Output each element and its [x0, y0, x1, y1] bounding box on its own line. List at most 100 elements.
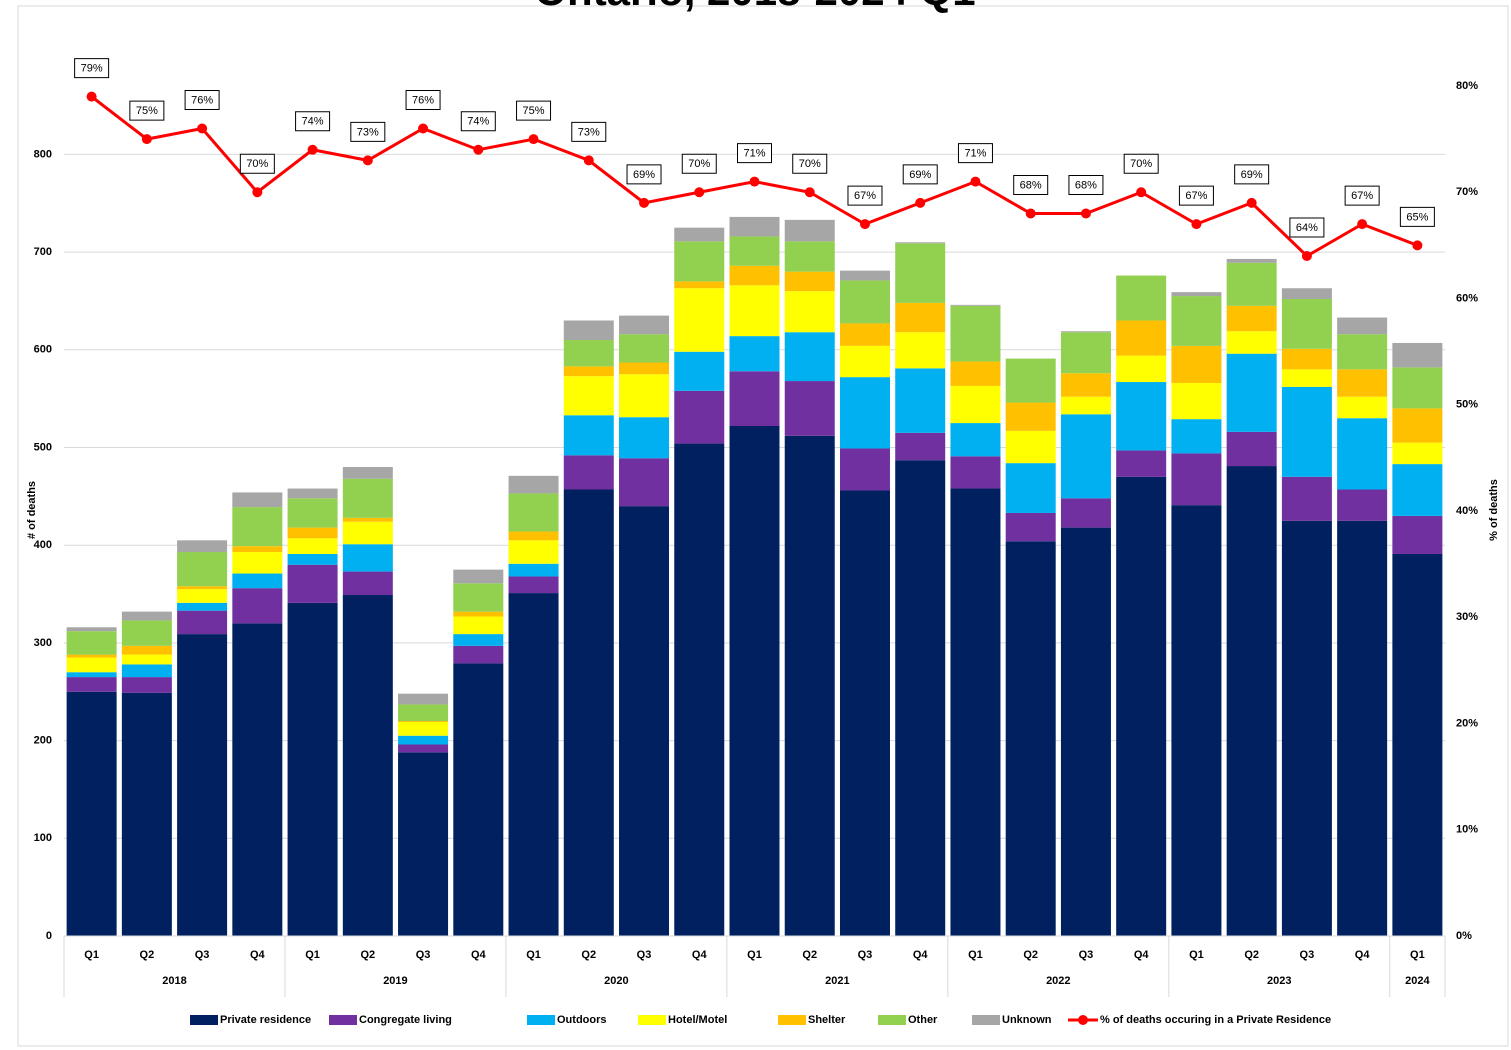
bar-segment [839, 377, 890, 449]
bar-segment [1171, 345, 1222, 384]
bar-segment [1226, 258, 1277, 263]
bar-segment [784, 271, 835, 292]
y-axis-label: # of deaths [26, 481, 38, 539]
x-tick-label: Q4 [692, 949, 708, 961]
point-label-box [1178, 185, 1214, 206]
y2-tick-label: 20% [1456, 717, 1478, 729]
bar-segment [839, 270, 890, 281]
bar-segment [1337, 369, 1388, 397]
legend-swatch [190, 1015, 218, 1025]
bar-segment [1171, 296, 1222, 346]
bar-segment [66, 631, 117, 655]
bar-segment [563, 455, 614, 490]
line-marker [1301, 251, 1312, 261]
legend-swatch [972, 1015, 1000, 1025]
bar-segment [508, 475, 559, 494]
point-label-box [184, 90, 220, 110]
bar-segment [1060, 332, 1111, 374]
bar-segment [563, 366, 614, 377]
bar-segment [232, 546, 283, 553]
bar-segment [1281, 520, 1332, 936]
point-label-box [681, 153, 717, 174]
point-label: 68% [1020, 179, 1042, 191]
bar-segment [342, 467, 393, 479]
bar-segment [1392, 408, 1443, 443]
y-tick-label: 600 [34, 344, 52, 356]
line-marker [1191, 219, 1202, 230]
y-tick-label: 700 [34, 246, 52, 258]
y2-tick-label: 40% [1456, 505, 1478, 517]
bar-segment [729, 371, 780, 426]
bar-segment [342, 544, 393, 572]
bar-segment [1281, 386, 1332, 477]
bar-segment [121, 620, 172, 646]
x-tick-label: Q3 [1079, 949, 1094, 961]
x-tick-label: Q4 [250, 949, 266, 961]
bar-segment [1281, 369, 1332, 387]
line-marker [86, 91, 97, 102]
bar-segment [1116, 382, 1167, 451]
point-label: 74% [467, 116, 489, 128]
point-label: 70% [1130, 158, 1152, 170]
bar-segment [1226, 466, 1277, 936]
x-tick-label: Q1 [968, 949, 983, 961]
year-label: 2024 [1405, 975, 1430, 987]
y-tick-label: 300 [34, 637, 52, 649]
line-marker [639, 197, 650, 208]
legend-label: Private residence [220, 1014, 311, 1026]
bar-segment [895, 243, 946, 303]
bar-segment [66, 657, 117, 673]
point-label: 67% [854, 190, 876, 202]
point-label: 64% [1296, 222, 1318, 234]
bar-segment [619, 315, 670, 335]
line-marker [1412, 240, 1423, 251]
bar-segment [784, 219, 835, 242]
bar-segment [1392, 515, 1443, 554]
bar-segment [177, 610, 228, 635]
point-label-box [1123, 153, 1159, 174]
bar-segment [232, 573, 283, 589]
y2-tick-label: 10% [1456, 824, 1478, 836]
bar-segment [398, 721, 449, 723]
bar-segment [784, 332, 835, 382]
bar-segment [729, 216, 780, 237]
x-tick-label: Q3 [637, 949, 652, 961]
bar-segment [508, 531, 559, 541]
x-tick-label: Q2 [1244, 949, 1259, 961]
bar-segment [895, 368, 946, 433]
bar-segment [1281, 476, 1332, 521]
bar-segment [1005, 358, 1056, 403]
line-marker [528, 134, 539, 145]
legend-label: Hotel/Motel [668, 1014, 727, 1026]
point-label-box [239, 153, 275, 174]
bar-segment [1060, 373, 1111, 397]
point-label-box [1068, 175, 1104, 195]
y-tick-label: 100 [34, 832, 52, 844]
x-tick-label: Q2 [581, 949, 596, 961]
year-label: 2021 [825, 975, 849, 987]
point-label: 79% [81, 63, 103, 75]
point-label: 74% [302, 116, 324, 128]
x-tick-label: Q2 [802, 949, 817, 961]
year-label: 2022 [1046, 975, 1070, 987]
bar-segment [1060, 527, 1111, 936]
bar-segment [232, 588, 283, 624]
point-label-box [1289, 217, 1325, 238]
line-marker [1136, 187, 1147, 198]
point-label: 73% [578, 126, 600, 138]
bar-segment [232, 623, 283, 936]
bar-segment [287, 538, 338, 554]
point-label: 75% [136, 105, 158, 117]
y2-tick-label: 50% [1456, 399, 1478, 411]
x-tick-label: Q1 [526, 949, 541, 961]
legend-label: Unknown [1002, 1014, 1052, 1026]
bar-segment [895, 242, 946, 244]
bar-segment [1226, 353, 1277, 432]
bar-segment [839, 448, 890, 491]
bar-segment [66, 691, 117, 936]
bar-segment [1005, 541, 1056, 936]
bar-segment [619, 458, 670, 507]
bar-segment [619, 417, 670, 459]
chart-title: Ontario, 2018-2024 Q1 [534, 0, 975, 14]
bar-segment [1337, 317, 1388, 335]
